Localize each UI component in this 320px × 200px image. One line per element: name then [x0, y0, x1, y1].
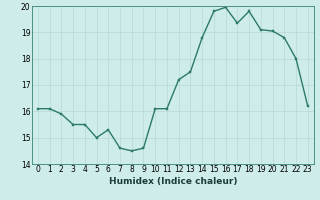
X-axis label: Humidex (Indice chaleur): Humidex (Indice chaleur) — [108, 177, 237, 186]
